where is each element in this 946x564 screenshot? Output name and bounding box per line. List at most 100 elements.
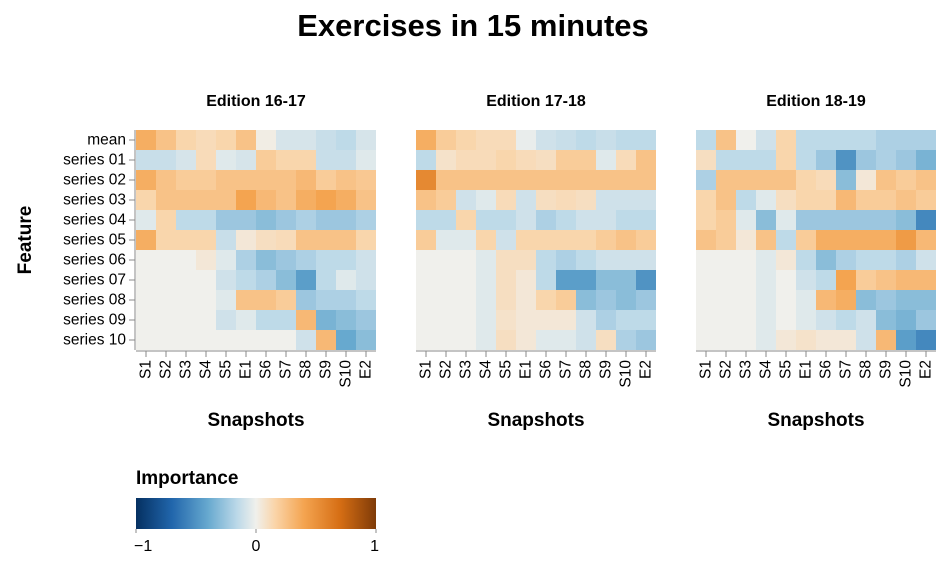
heatmap-cell	[156, 270, 176, 290]
facet-title: Edition 16-17	[206, 93, 306, 110]
heatmap-cell	[696, 250, 716, 270]
heatmap-cell	[496, 190, 516, 210]
heatmap-cell	[836, 170, 856, 190]
heatmap-cell	[436, 230, 456, 250]
heatmap-cell	[556, 190, 576, 210]
y-axis-title: Feature	[15, 206, 36, 275]
legend-tick-label: −1	[134, 538, 152, 555]
heatmap-cell	[616, 250, 636, 270]
heatmap-cell	[636, 310, 656, 330]
heatmap-cell	[916, 210, 936, 230]
heatmap-cell	[716, 150, 736, 170]
heatmap-cell	[276, 210, 296, 230]
heatmap-cell	[876, 250, 896, 270]
heatmap-cell	[276, 170, 296, 190]
heatmap-cell	[596, 170, 616, 190]
heatmap-cell	[416, 230, 436, 250]
heatmap-cell	[916, 310, 936, 330]
heatmap-cell	[196, 250, 216, 270]
heatmap-cell	[556, 250, 576, 270]
heatmap-cell	[236, 170, 256, 190]
heatmap-cell	[356, 130, 376, 150]
heatmap-cell	[336, 190, 356, 210]
heatmap-cell	[876, 290, 896, 310]
heatmap-cell	[476, 170, 496, 190]
heatmap-cell	[536, 170, 556, 190]
heatmap-cell	[636, 270, 656, 290]
x-tick-label: E1	[798, 360, 815, 379]
heatmap-cell	[896, 130, 916, 150]
heatmap-cell	[316, 130, 336, 150]
heatmap-cell	[836, 130, 856, 150]
heatmap-cell	[356, 210, 376, 230]
facet-2: Edition 17-18 S1 S2 S3 S4 S5 E1 S6 S7 S8 S9 S10 E2 Sn…	[416, 93, 656, 431]
heatmap-cell	[776, 250, 796, 270]
heatmap-cell	[416, 130, 436, 150]
heatmap-cell	[236, 190, 256, 210]
heatmap-cell	[156, 190, 176, 210]
heatmap-cell	[796, 150, 816, 170]
heatmap-cell	[176, 190, 196, 210]
heatmap-cell	[756, 190, 776, 210]
facet-title: Edition 18-19	[766, 93, 866, 110]
heatmap-cell	[476, 270, 496, 290]
x-tick-label: S10	[618, 360, 635, 388]
legend-tick-label: 0	[252, 538, 261, 555]
heatmap-cell	[316, 250, 336, 270]
heatmap-cell	[516, 130, 536, 150]
y-tick-label: series 01	[63, 152, 126, 169]
heatmap-cell	[896, 170, 916, 190]
heatmap-cell	[536, 190, 556, 210]
heatmap-cell	[716, 210, 736, 230]
heatmap-cell	[276, 310, 296, 330]
heatmap-cell	[176, 150, 196, 170]
heatmap-cell	[316, 190, 336, 210]
heatmap-cell	[416, 250, 436, 270]
heatmap-cell	[356, 250, 376, 270]
heatmap-cell	[716, 170, 736, 190]
heatmap-cell	[276, 330, 296, 350]
heatmap-cell	[296, 290, 316, 310]
x-tick-label: S6	[258, 360, 275, 379]
heatmap-cell	[496, 270, 516, 290]
heatmap-cell	[136, 270, 156, 290]
heatmap-cell	[516, 190, 536, 210]
heatmap-cell	[916, 170, 936, 190]
heatmap-cell	[356, 290, 376, 310]
heatmap-cell	[756, 230, 776, 250]
heatmap-cell	[576, 330, 596, 350]
x-tick-label: S6	[538, 360, 555, 379]
chart-title: Exercises in 15 minutes	[297, 8, 649, 43]
heatmap-cell	[436, 290, 456, 310]
heatmap-cell	[916, 190, 936, 210]
heatmap-cell	[156, 290, 176, 310]
heatmap-cell	[596, 150, 616, 170]
heatmap-cell	[576, 310, 596, 330]
x-tick-label: S4	[478, 360, 495, 379]
heatmap-cell	[276, 190, 296, 210]
heatmap-cell	[436, 270, 456, 290]
heatmap-cell	[796, 230, 816, 250]
heatmap-cell	[636, 210, 656, 230]
heatmap-cell	[916, 130, 936, 150]
heatmap-cell	[316, 170, 336, 190]
heatmap-cell	[576, 150, 596, 170]
heatmap-cell	[156, 310, 176, 330]
heatmap-cell	[256, 170, 276, 190]
heatmap-cell	[296, 270, 316, 290]
heatmap-cell	[816, 330, 836, 350]
x-tick-label: S1	[138, 360, 155, 379]
heatmap-cell	[456, 210, 476, 230]
heatmap-cell	[336, 290, 356, 310]
heatmap-cell	[796, 290, 816, 310]
y-tick-label: mean	[87, 132, 126, 149]
heatmap-cell	[776, 290, 796, 310]
heatmap-cell	[856, 150, 876, 170]
heatmap-cell	[816, 230, 836, 250]
heatmap-cell	[156, 170, 176, 190]
heatmap-cell	[896, 330, 916, 350]
heatmap-cell	[576, 250, 596, 270]
heatmap-cell	[756, 150, 776, 170]
heatmap-cell	[696, 130, 716, 150]
